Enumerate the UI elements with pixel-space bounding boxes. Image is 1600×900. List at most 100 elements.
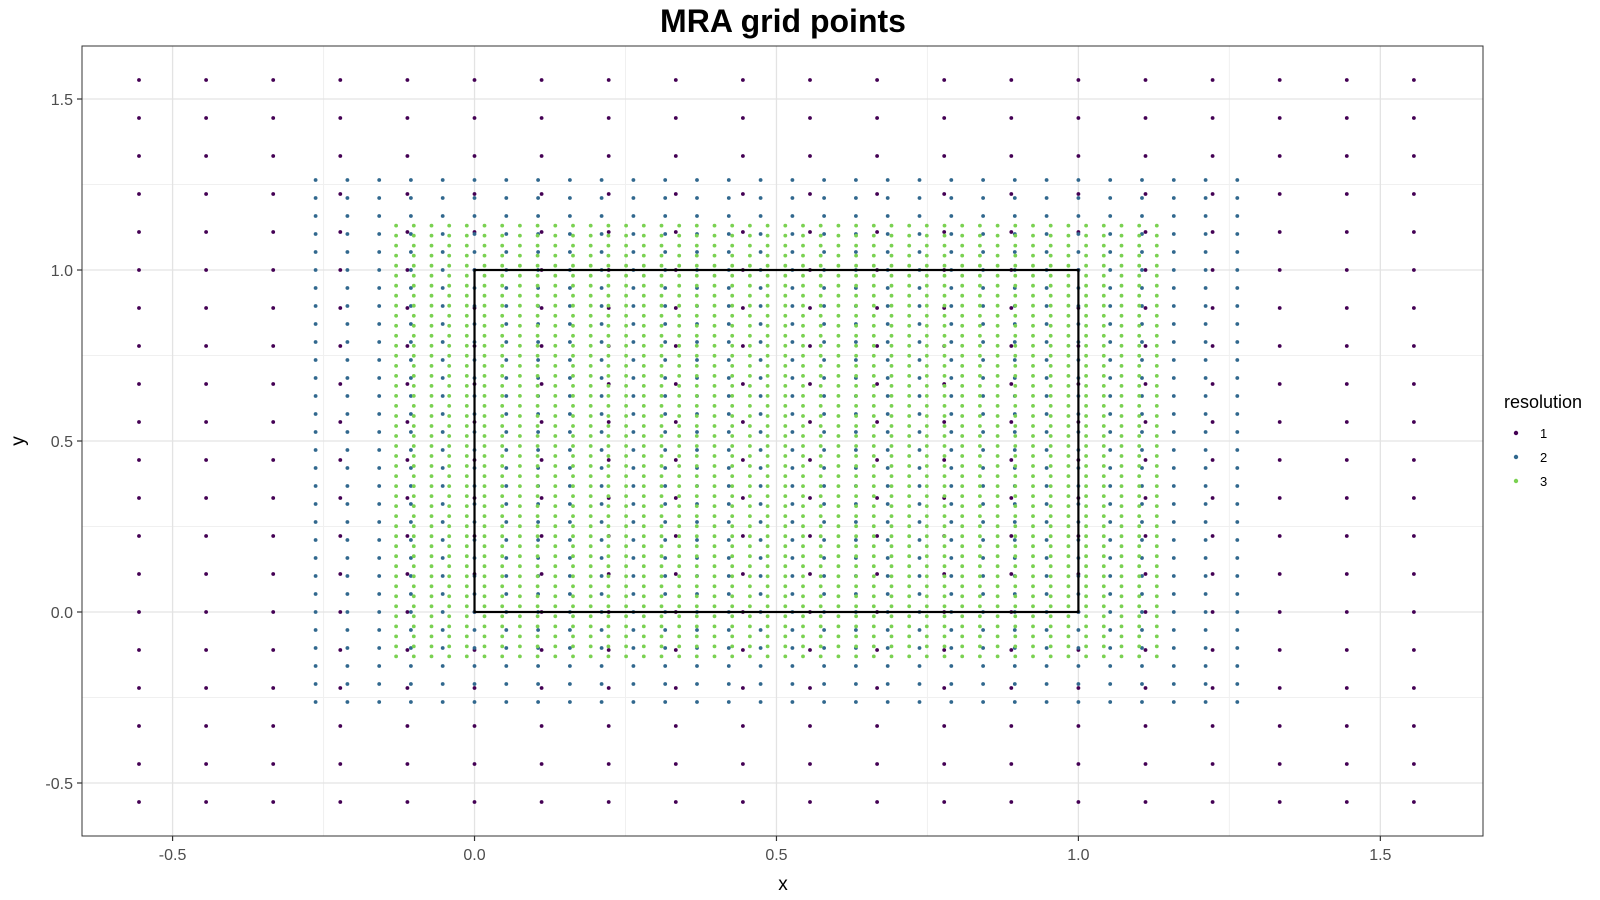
- data-point: [411, 283, 416, 288]
- data-point: [663, 448, 668, 452]
- data-point: [1084, 374, 1088, 378]
- data-point: [1277, 78, 1282, 82]
- data-point: [571, 364, 575, 368]
- data-point: [1084, 644, 1088, 649]
- data-point: [409, 592, 413, 596]
- data-point: [995, 223, 1000, 228]
- data-point: [801, 634, 805, 639]
- data-point: [885, 502, 890, 506]
- data-point: [1101, 524, 1106, 529]
- data-point: [1143, 230, 1148, 234]
- data-point: [535, 474, 540, 478]
- data-point: [409, 268, 413, 272]
- data-point: [137, 230, 141, 234]
- data-point: [447, 444, 452, 448]
- data-point: [758, 286, 763, 290]
- data-point: [659, 384, 664, 388]
- data-point: [748, 404, 752, 408]
- data-point: [504, 412, 509, 416]
- data-point: [783, 544, 788, 549]
- data-point: [571, 273, 575, 278]
- data-point: [677, 364, 682, 368]
- data-point: [568, 646, 572, 650]
- data-point: [1154, 494, 1159, 498]
- data-point: [659, 364, 664, 368]
- data-point: [405, 230, 410, 234]
- data-point: [631, 592, 636, 596]
- legend-swatch: [1513, 430, 1519, 436]
- data-point: [885, 214, 890, 218]
- data-point: [394, 343, 398, 348]
- data-point: [338, 306, 343, 310]
- data-point: [440, 268, 445, 272]
- data-point: [338, 344, 343, 348]
- data-point: [504, 214, 509, 218]
- data-point: [836, 644, 841, 649]
- data-point: [1108, 610, 1113, 614]
- data-point: [942, 116, 947, 120]
- data-point: [836, 253, 841, 258]
- data-point: [1137, 554, 1142, 559]
- data-point: [1140, 574, 1144, 578]
- data-point: [429, 514, 434, 518]
- data-point: [995, 604, 1000, 609]
- data-point: [1084, 233, 1088, 238]
- data-point: [571, 494, 575, 498]
- data-point: [447, 243, 452, 248]
- data-point: [1119, 634, 1124, 639]
- data-point: [1154, 474, 1159, 478]
- data-point: [801, 614, 805, 619]
- data-point: [464, 464, 469, 468]
- data-point: [482, 404, 487, 408]
- data-point: [1235, 394, 1240, 398]
- data-point: [871, 654, 876, 659]
- data-point: [1012, 682, 1017, 686]
- data-point: [624, 323, 628, 328]
- data-point: [1137, 524, 1142, 529]
- data-point: [917, 646, 922, 650]
- data-point: [482, 364, 487, 368]
- data-point: [1013, 364, 1018, 368]
- data-point: [765, 273, 770, 278]
- data-point: [599, 178, 604, 182]
- data-point: [1140, 700, 1144, 704]
- data-point: [500, 614, 505, 619]
- data-point: [624, 424, 628, 428]
- data-point: [659, 454, 664, 458]
- data-point: [482, 424, 487, 428]
- data-point: [377, 700, 382, 704]
- data-point: [726, 394, 731, 398]
- data-point: [500, 524, 505, 529]
- data-point: [917, 250, 922, 254]
- data-point: [1084, 454, 1088, 458]
- data-point: [571, 464, 575, 468]
- data-point: [535, 624, 540, 629]
- data-point: [539, 420, 544, 424]
- data-point: [783, 454, 788, 458]
- data-point: [907, 654, 912, 659]
- data-point: [730, 504, 735, 508]
- data-point: [464, 634, 469, 639]
- data-point: [1154, 313, 1159, 318]
- data-point: [553, 474, 558, 478]
- data-point: [712, 504, 717, 508]
- data-point: [978, 584, 982, 589]
- data-point: [518, 464, 522, 468]
- data-point: [1009, 116, 1014, 120]
- data-point: [482, 474, 487, 478]
- data-point: [1031, 303, 1035, 308]
- data-point: [726, 250, 731, 254]
- data-point: [641, 614, 646, 619]
- data-point: [1044, 700, 1049, 704]
- data-point: [871, 484, 876, 488]
- data-point: [695, 358, 699, 362]
- data-point: [942, 504, 947, 508]
- data-point: [748, 634, 752, 639]
- data-point: [981, 646, 985, 650]
- data-point: [1137, 323, 1142, 328]
- data-point: [204, 458, 209, 462]
- data-point: [536, 538, 540, 542]
- data-point: [663, 466, 668, 470]
- data-point: [942, 454, 947, 458]
- data-point: [726, 520, 731, 524]
